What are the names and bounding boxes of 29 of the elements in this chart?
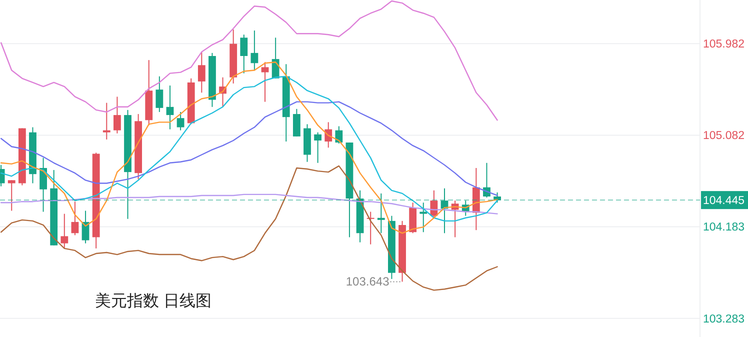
line-series [0,0,498,121]
candlestick [335,126,343,144]
y-tick-label: 103.283 [703,313,745,326]
candlestick [60,213,68,249]
candlestick [8,180,16,212]
candlestick [377,192,385,234]
y-tick-label: 105.982 [703,38,745,51]
candlestick [198,51,206,94]
candlestick [156,76,164,112]
candlestick [240,34,248,74]
candlestick [420,202,428,233]
candlestick [102,102,110,140]
candlestick [71,201,79,236]
text: 美元指数 日线图 [95,292,212,310]
line-series [0,165,498,291]
y-tick-label: 105.082 [703,130,745,142]
candlestick [166,85,174,130]
candlestick [292,108,300,137]
ref-line-label: 104.445 [703,195,745,208]
candlestick [261,62,269,102]
candlestick [113,96,121,134]
line-series [0,101,498,196]
y-tick-label: 104.183 [703,222,745,234]
annotation: 103.643 [346,274,390,289]
candlestick [176,111,184,131]
candlestick [314,132,322,164]
candlestick [250,30,258,71]
line-series [0,194,498,214]
candlestick [40,157,47,212]
